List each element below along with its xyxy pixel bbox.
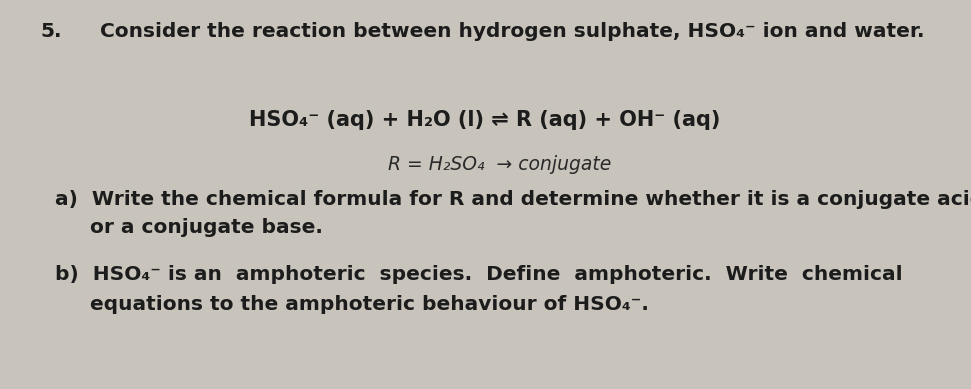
Text: R = H₂SO₄  → conjugate: R = H₂SO₄ → conjugate <box>388 155 612 174</box>
Text: a)  Write the chemical formula for R and determine whether it is a conjugate aci: a) Write the chemical formula for R and … <box>55 190 971 209</box>
Text: 5.: 5. <box>40 22 61 41</box>
Text: b)  HSO₄⁻ is an  amphoteric  species.  Define  amphoteric.  Write  chemical: b) HSO₄⁻ is an amphoteric species. Defin… <box>55 265 903 284</box>
Text: equations to the amphoteric behaviour of HSO₄⁻.: equations to the amphoteric behaviour of… <box>55 295 649 314</box>
Text: Consider the reaction between hydrogen sulphate, HSO₄⁻ ion and water.: Consider the reaction between hydrogen s… <box>100 22 924 41</box>
Text: or a conjugate base.: or a conjugate base. <box>55 218 323 237</box>
Text: HSO₄⁻ (aq) + H₂O (l) ⇌ R (aq) + OH⁻ (aq): HSO₄⁻ (aq) + H₂O (l) ⇌ R (aq) + OH⁻ (aq) <box>250 110 720 130</box>
